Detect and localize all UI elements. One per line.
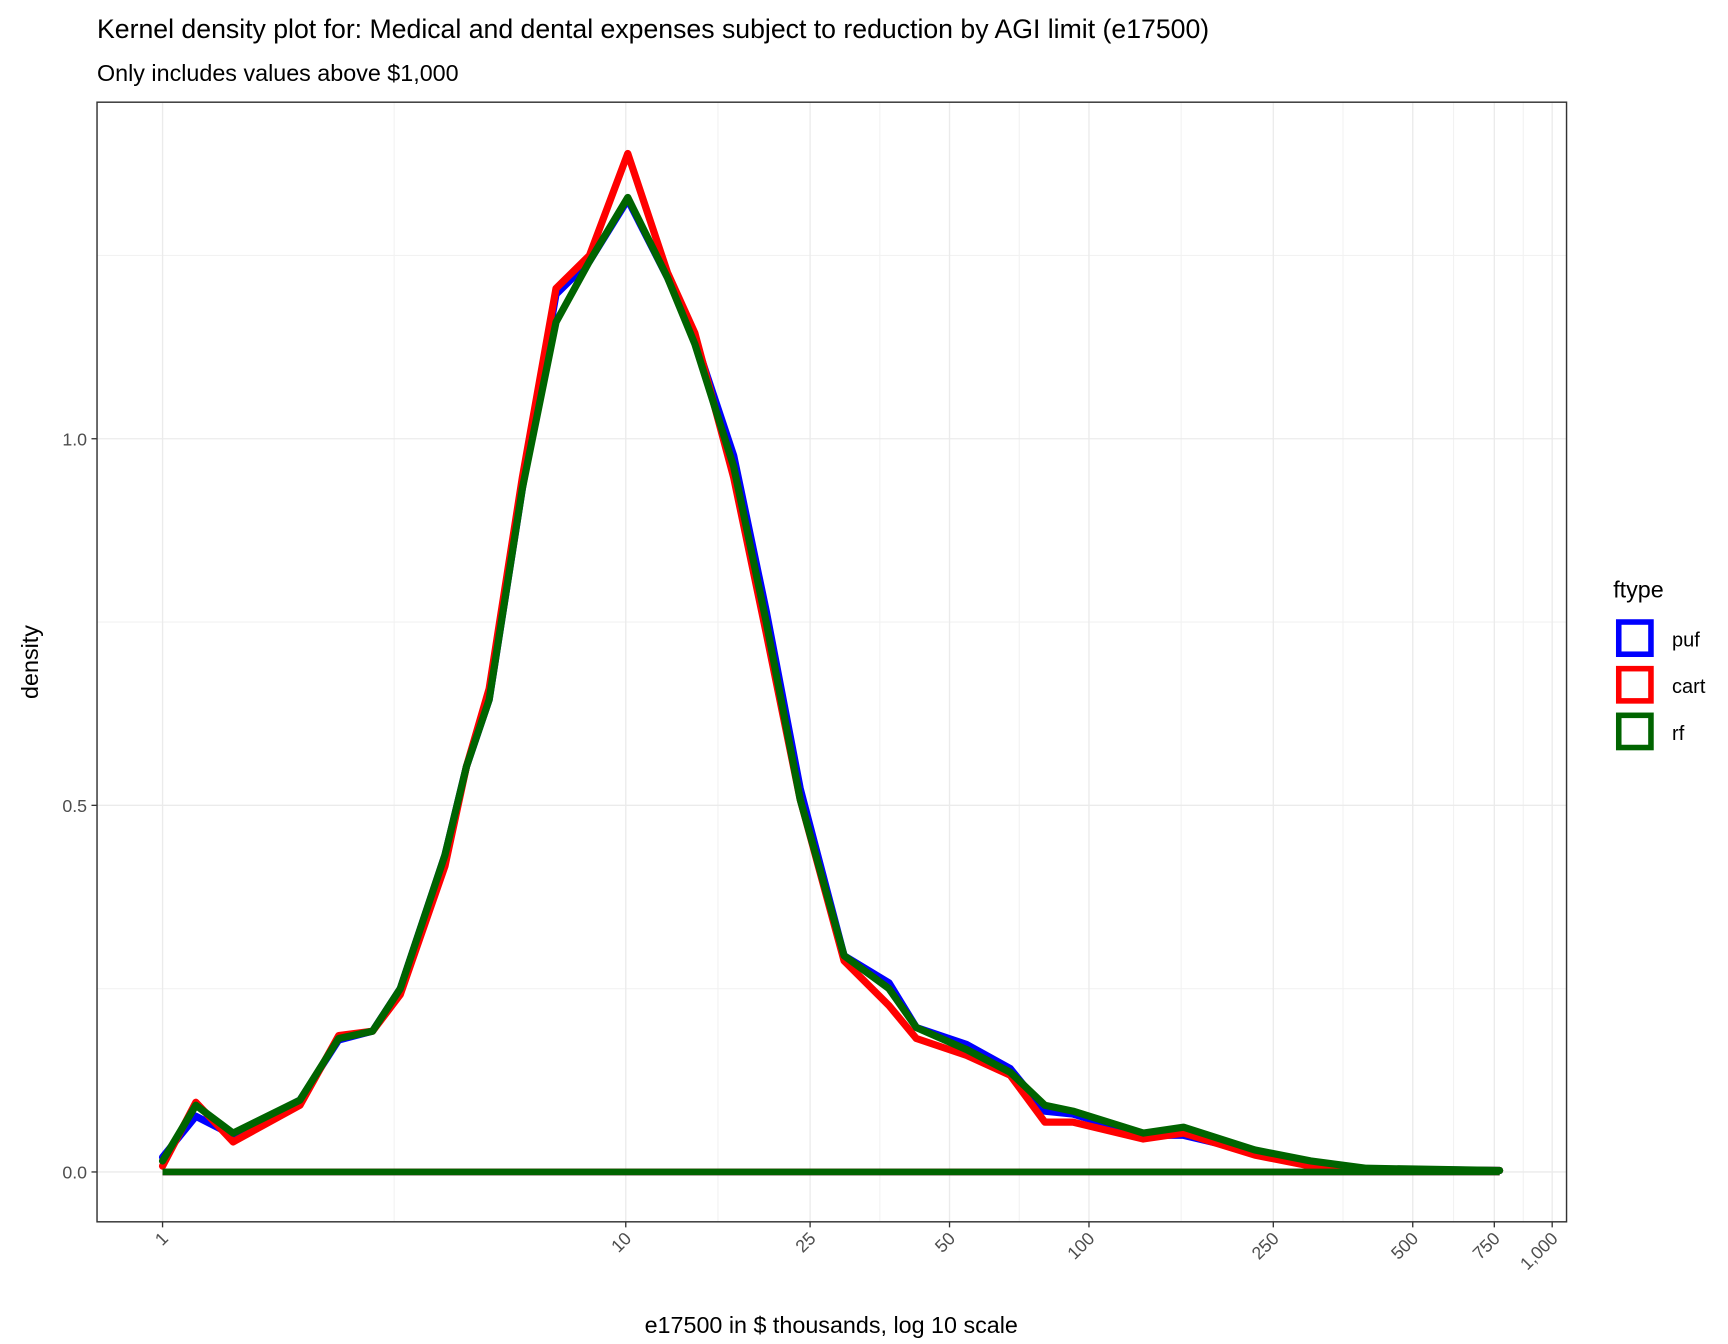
- y-axis-label: density: [17, 625, 43, 699]
- density-line: [158, 193, 1504, 1175]
- legend-key: [1615, 712, 1654, 751]
- chart-subtitle: Only includes values above $1,000: [97, 60, 459, 86]
- legend-label: rf: [1672, 723, 1685, 745]
- density-line: [158, 196, 1504, 1175]
- legend-title: ftype: [1613, 577, 1664, 603]
- y-tick-label: 1.0: [62, 429, 87, 449]
- y-tick-label: 0.0: [62, 1163, 87, 1183]
- x-axis-label: e17500 in $ thousands, log 10 scale: [645, 1312, 1018, 1338]
- legend-key: [1615, 619, 1654, 658]
- legend-key: [1615, 665, 1654, 704]
- x-tick-label: 500: [1387, 1228, 1422, 1263]
- x-tick-label: 100: [1063, 1228, 1098, 1263]
- chart-title: Kernel density plot for: Medical and den…: [97, 14, 1209, 44]
- legend-label: puf: [1672, 629, 1700, 651]
- x-tick-label: 1: [151, 1228, 172, 1249]
- y-tick-label: 0.5: [62, 796, 87, 816]
- x-tick-label: 25: [791, 1228, 819, 1256]
- x-tick-label: 50: [931, 1228, 959, 1256]
- legend-label: cart: [1672, 676, 1706, 698]
- x-tick-label: 250: [1248, 1228, 1283, 1263]
- plot-border: [96, 101, 1568, 1223]
- x-tick-label: 1,000: [1516, 1228, 1562, 1274]
- density-line: [158, 149, 1504, 1175]
- x-tick-label: 750: [1469, 1228, 1504, 1263]
- x-tick-label: 10: [607, 1228, 635, 1256]
